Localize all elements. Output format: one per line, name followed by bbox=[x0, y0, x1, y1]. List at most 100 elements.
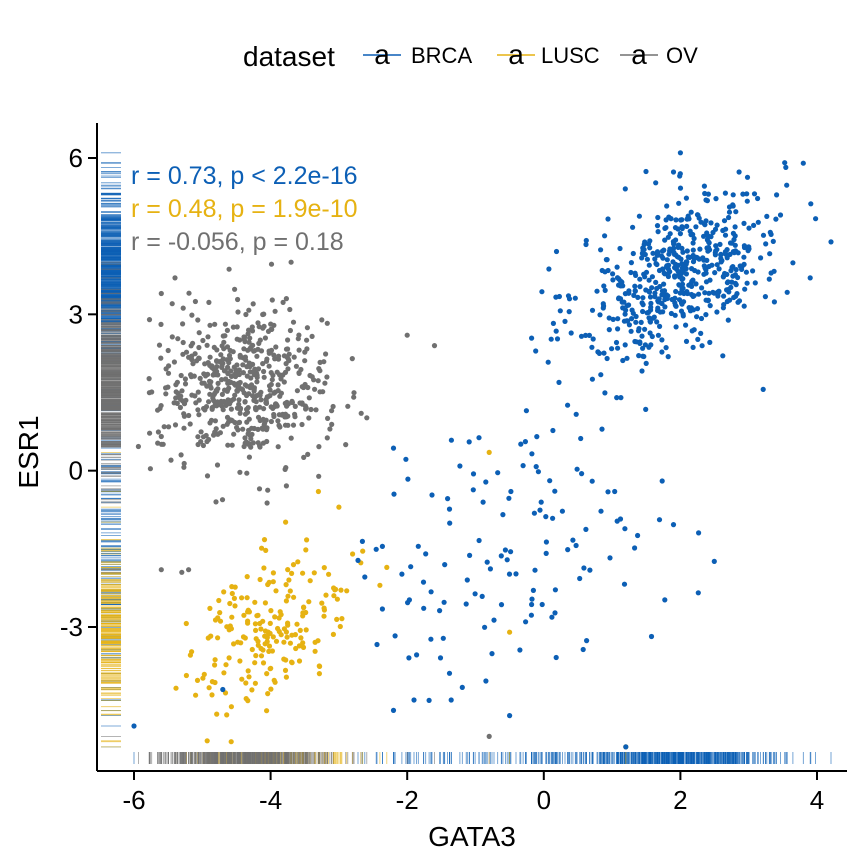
point-ov bbox=[349, 356, 355, 362]
point-brca bbox=[647, 294, 654, 300]
point-ov bbox=[196, 355, 202, 361]
point-ov bbox=[258, 397, 264, 403]
point-ov bbox=[219, 403, 225, 409]
point-brca bbox=[399, 571, 405, 577]
point-lusc bbox=[267, 620, 273, 627]
point-ov bbox=[242, 339, 248, 345]
point-ov bbox=[180, 305, 186, 311]
point-lusc bbox=[255, 642, 261, 648]
point-brca bbox=[782, 160, 788, 166]
point-brca bbox=[648, 633, 655, 640]
point-ov bbox=[329, 408, 335, 414]
point-lusc bbox=[507, 629, 513, 635]
point-brca bbox=[613, 339, 620, 346]
point-ov bbox=[168, 457, 174, 463]
point-brca bbox=[584, 638, 590, 644]
point-ov bbox=[158, 290, 164, 297]
point-ov bbox=[198, 429, 204, 435]
point-brca bbox=[707, 303, 713, 309]
point-ov bbox=[324, 435, 330, 441]
point-brca bbox=[604, 355, 610, 362]
point-brca bbox=[758, 255, 764, 261]
point-brca bbox=[691, 235, 697, 242]
point-brca bbox=[355, 557, 361, 564]
point-lusc bbox=[267, 666, 273, 672]
point-lusc bbox=[183, 672, 189, 679]
point-brca bbox=[633, 313, 639, 320]
point-lusc bbox=[284, 634, 290, 640]
x-tick-label: 4 bbox=[810, 785, 824, 815]
point-brca bbox=[506, 571, 513, 577]
point-ov bbox=[258, 348, 265, 354]
point-brca bbox=[703, 312, 709, 318]
point-lusc bbox=[183, 620, 189, 627]
point-ov bbox=[228, 398, 234, 404]
point-ov bbox=[237, 337, 243, 343]
point-ov bbox=[222, 333, 228, 339]
point-brca bbox=[724, 271, 730, 277]
point-brca bbox=[736, 169, 742, 175]
point-brca bbox=[545, 359, 551, 365]
point-ov bbox=[431, 343, 438, 349]
point-ov bbox=[158, 433, 164, 440]
point-ov bbox=[246, 307, 252, 313]
point-brca bbox=[643, 406, 649, 412]
point-ov bbox=[231, 431, 237, 437]
point-ov bbox=[316, 366, 322, 372]
point-brca bbox=[696, 530, 702, 536]
point-brca bbox=[640, 345, 646, 351]
point-ov bbox=[203, 432, 209, 439]
point-brca bbox=[637, 340, 643, 346]
point-ov bbox=[287, 306, 293, 313]
point-lusc bbox=[300, 644, 307, 651]
point-lusc bbox=[273, 588, 279, 594]
point-lusc bbox=[187, 652, 193, 658]
point-brca bbox=[713, 196, 719, 202]
point-brca bbox=[596, 350, 603, 356]
point-ov bbox=[227, 347, 233, 354]
point-lusc bbox=[297, 627, 303, 634]
point-ov bbox=[297, 400, 303, 406]
point-lusc bbox=[264, 635, 270, 641]
point-ov bbox=[252, 348, 258, 354]
point-brca bbox=[755, 195, 761, 202]
point-brca bbox=[679, 225, 685, 232]
point-lusc bbox=[336, 504, 342, 510]
point-ov bbox=[266, 363, 272, 369]
point-brca bbox=[730, 203, 736, 209]
point-lusc bbox=[283, 629, 289, 635]
point-brca bbox=[807, 275, 813, 281]
point-brca bbox=[735, 299, 741, 305]
point-ov bbox=[324, 320, 330, 326]
point-brca bbox=[672, 302, 679, 308]
point-brca bbox=[406, 655, 412, 661]
point-brca bbox=[131, 723, 137, 729]
point-brca bbox=[735, 274, 741, 281]
point-brca bbox=[487, 566, 493, 572]
point-lusc bbox=[228, 704, 234, 710]
point-ov bbox=[290, 422, 297, 428]
point-brca bbox=[508, 549, 514, 555]
point-ov bbox=[221, 368, 227, 374]
point-lusc bbox=[253, 627, 259, 634]
point-brca bbox=[390, 445, 397, 451]
point-brca bbox=[639, 333, 645, 339]
point-ov bbox=[268, 381, 274, 388]
point-brca bbox=[553, 328, 559, 334]
point-brca bbox=[724, 255, 730, 261]
point-ov bbox=[248, 375, 254, 381]
point-brca bbox=[657, 323, 663, 329]
point-brca bbox=[601, 350, 607, 356]
point-lusc bbox=[303, 609, 309, 616]
point-ov bbox=[240, 370, 246, 376]
point-ov bbox=[182, 381, 189, 387]
point-lusc bbox=[331, 593, 337, 599]
point-brca bbox=[628, 328, 634, 334]
point-brca bbox=[666, 214, 672, 220]
point-lusc bbox=[245, 618, 251, 624]
point-ov bbox=[251, 397, 257, 403]
point-lusc bbox=[319, 600, 325, 606]
point-brca bbox=[472, 591, 478, 597]
point-brca bbox=[618, 395, 624, 401]
point-ov bbox=[276, 412, 282, 418]
